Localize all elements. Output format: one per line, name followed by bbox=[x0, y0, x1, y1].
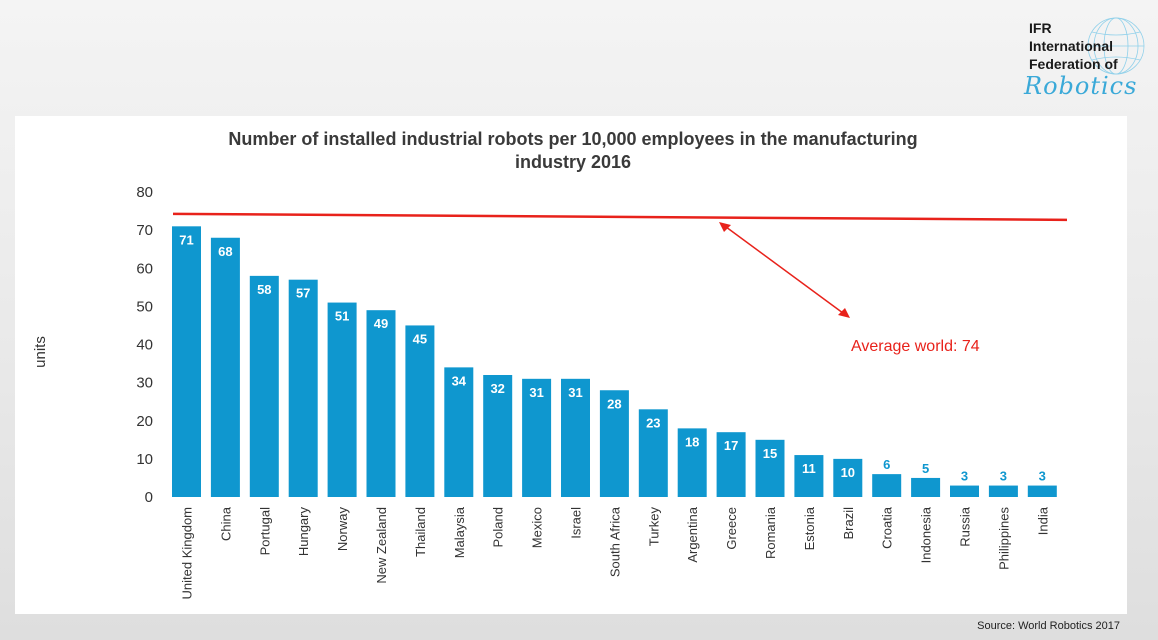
x-tick-label: Poland bbox=[491, 507, 506, 547]
bar bbox=[327, 302, 357, 497]
bar bbox=[988, 485, 1018, 497]
y-tick-label: 10 bbox=[136, 451, 153, 468]
bar-value-label: 49 bbox=[374, 316, 388, 331]
x-tick-label: Russia bbox=[958, 506, 973, 547]
bar-value-label: 68 bbox=[218, 244, 232, 259]
x-tick-label: Romania bbox=[763, 506, 778, 559]
logo-federation: Federation of bbox=[1029, 56, 1118, 72]
bar bbox=[833, 458, 863, 497]
bar bbox=[794, 455, 824, 497]
x-tick-label: Israel bbox=[569, 507, 584, 539]
x-tick-label: Argentina bbox=[685, 506, 700, 562]
bar-value-label: 31 bbox=[529, 385, 543, 400]
ifr-logo: IFR International Federation of Robotics bbox=[1022, 14, 1152, 104]
average-arrow-head-bottom bbox=[838, 308, 850, 318]
bar-value-label: 11 bbox=[802, 461, 816, 476]
bar bbox=[755, 439, 785, 497]
bar-value-label: 5 bbox=[922, 461, 929, 476]
bar-value-label: 6 bbox=[883, 457, 890, 472]
bar-value-label: 57 bbox=[296, 286, 310, 301]
chart-title-line: industry 2016 bbox=[515, 152, 631, 172]
bar bbox=[288, 279, 318, 497]
y-tick-label: 50 bbox=[136, 298, 153, 315]
x-tick-label: Philippines bbox=[996, 507, 1011, 570]
x-tick-label: Croatia bbox=[880, 506, 895, 549]
source-note: Source: World Robotics 2017 bbox=[977, 620, 1120, 632]
bar-value-label: 32 bbox=[490, 381, 504, 396]
y-tick-label: 0 bbox=[145, 489, 153, 506]
bar bbox=[677, 428, 707, 497]
bar bbox=[716, 432, 746, 497]
x-tick-label: India bbox=[1035, 506, 1050, 535]
y-tick-label: 70 bbox=[136, 222, 153, 239]
bar bbox=[1027, 485, 1057, 497]
x-tick-label: China bbox=[218, 506, 233, 541]
y-tick-label: 40 bbox=[136, 337, 153, 354]
bar-value-label: 34 bbox=[452, 373, 467, 388]
bar-value-label: 31 bbox=[568, 385, 582, 400]
bar-value-label: 3 bbox=[961, 469, 968, 484]
x-tick-label: New Zealand bbox=[374, 507, 389, 584]
y-tick-label: 60 bbox=[136, 260, 153, 277]
bar bbox=[599, 390, 629, 497]
x-tick-label: Hungary bbox=[296, 507, 311, 557]
average-arrow-shaft bbox=[721, 223, 848, 317]
x-tick-label: Portugal bbox=[257, 507, 272, 556]
chart-panel: Number of installed industrial robots pe… bbox=[15, 116, 1127, 614]
logo-robotics: Robotics bbox=[1024, 72, 1138, 100]
bar-value-label: 17 bbox=[724, 438, 738, 453]
bar-value-label: 23 bbox=[646, 415, 660, 430]
bar bbox=[911, 477, 941, 497]
bar-chart: Number of installed industrial robots pe… bbox=[32, 129, 1068, 600]
bar bbox=[950, 485, 979, 497]
bar bbox=[172, 226, 201, 497]
y-tick-label: 20 bbox=[136, 413, 153, 430]
bar bbox=[522, 378, 552, 497]
bar-value-label: 3 bbox=[1000, 469, 1007, 484]
x-tick-label: Norway bbox=[335, 507, 350, 552]
average-world-label: Average world: 74 bbox=[851, 338, 980, 355]
bar-value-label: 71 bbox=[179, 232, 193, 247]
bar-value-label: 51 bbox=[335, 309, 349, 324]
bar-value-label: 15 bbox=[763, 446, 777, 461]
bar-value-label: 3 bbox=[1039, 469, 1046, 484]
bar bbox=[405, 325, 435, 497]
logo-ifr: IFR bbox=[1029, 20, 1052, 36]
x-tick-label: Mexico bbox=[530, 507, 545, 548]
bar-value-label: 45 bbox=[413, 331, 427, 346]
x-tick-label: Estonia bbox=[802, 506, 817, 550]
x-tick-label: United Kingdom bbox=[180, 507, 195, 600]
average-world-line bbox=[172, 212, 1068, 222]
logo-international: International bbox=[1029, 38, 1114, 54]
bar-value-label: 58 bbox=[257, 282, 271, 297]
y-axis-label: units bbox=[32, 336, 49, 368]
y-tick-label: 80 bbox=[136, 184, 153, 201]
bar bbox=[210, 237, 240, 497]
bar bbox=[366, 310, 396, 497]
x-tick-label: Indonesia bbox=[919, 506, 934, 563]
globe-icon bbox=[1087, 17, 1145, 75]
x-tick-label: South Africa bbox=[607, 506, 622, 577]
bar-value-label: 10 bbox=[841, 465, 855, 480]
bar-value-label: 28 bbox=[607, 396, 621, 411]
bar-value-label: 18 bbox=[685, 434, 699, 449]
average-arrow-head-top bbox=[719, 222, 731, 232]
x-tick-label: Thailand bbox=[413, 507, 428, 557]
y-tick-label: 30 bbox=[136, 375, 153, 392]
bar bbox=[872, 474, 902, 497]
bar bbox=[483, 375, 513, 497]
bar bbox=[561, 378, 590, 497]
bar bbox=[444, 367, 474, 497]
x-tick-label: Greece bbox=[724, 507, 739, 550]
bar bbox=[249, 275, 279, 497]
x-tick-label: Malaysia bbox=[452, 506, 467, 558]
x-tick-label: Brazil bbox=[841, 507, 856, 540]
chart-title-line: Number of installed industrial robots pe… bbox=[228, 129, 917, 149]
bar bbox=[638, 409, 668, 497]
x-tick-label: Turkey bbox=[646, 507, 661, 547]
